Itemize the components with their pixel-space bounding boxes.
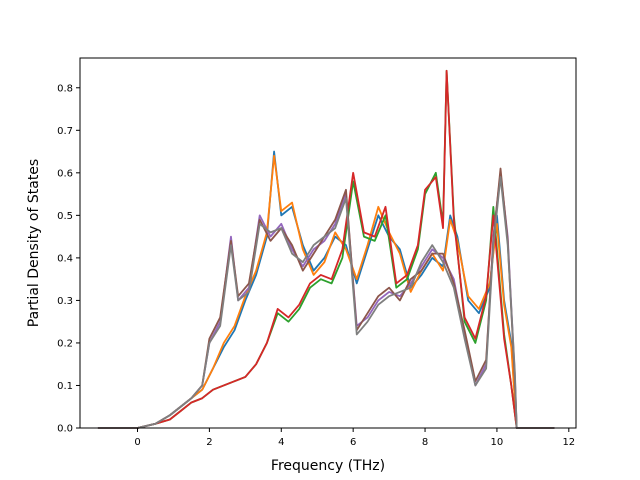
y-tick-label: 0.7: [57, 126, 73, 137]
y-tick-label: 0.8: [57, 83, 73, 94]
x-tick-label: 0: [134, 437, 140, 448]
x-tick-label: 6: [350, 437, 356, 448]
y-axis-label: Partial Density of States: [26, 159, 42, 327]
x-tick-label: 8: [422, 437, 428, 448]
x-tick-label: 12: [562, 437, 575, 448]
series-line-7: [97, 176, 555, 429]
x-axis-label: Frequency (THz): [271, 458, 385, 474]
x-tick-label: 10: [491, 437, 504, 448]
y-axis: 0.0 0.1 0.2 0.3 0.4 0.5 0.6 0.7 0.8: [57, 83, 80, 435]
y-tick-label: 0.0: [57, 424, 73, 435]
x-tick-label: 2: [206, 437, 212, 448]
x-tick-label: 4: [278, 437, 284, 448]
y-tick-label: 0.2: [57, 338, 73, 349]
y-tick-label: 0.3: [57, 296, 73, 307]
y-tick-label: 0.5: [57, 211, 73, 222]
series-line-2: [97, 154, 555, 429]
x-axis: 0 2 4 6 8 10 12: [134, 428, 575, 448]
y-tick-label: 0.1: [57, 381, 73, 392]
plot-frame: [79, 57, 577, 429]
y-tick-label: 0.6: [57, 168, 73, 179]
y-tick-label: 0.4: [57, 253, 73, 264]
series-layer: [97, 69, 555, 429]
